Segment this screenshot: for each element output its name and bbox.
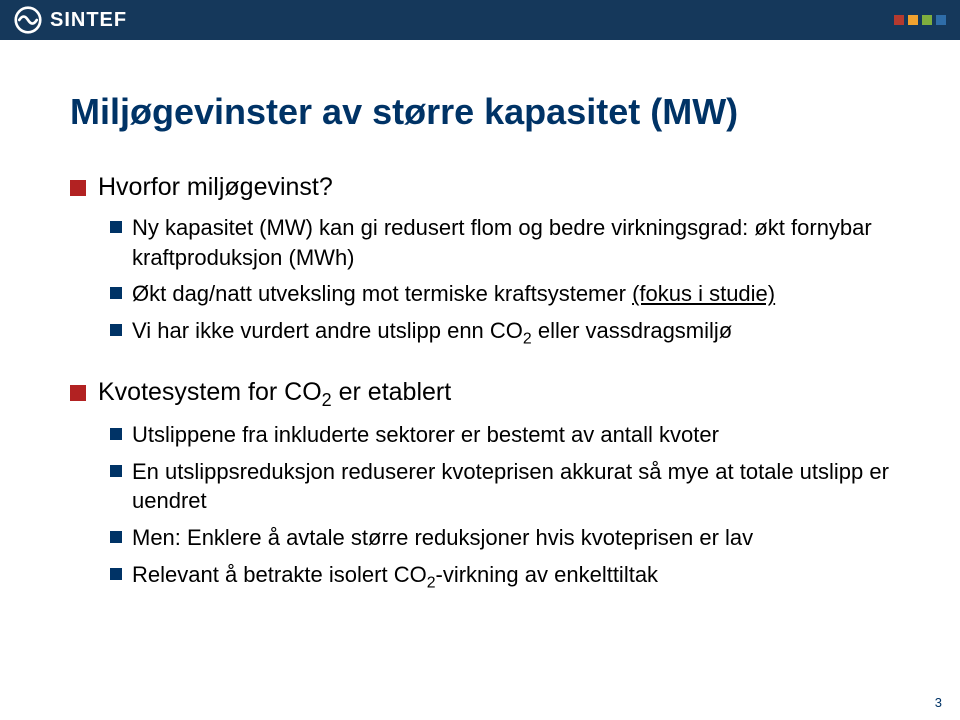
bullet-text: Utslippene fra inkluderte sektorer er be… [132, 420, 719, 450]
list-item: Vi har ikke vurdert andre utslipp enn CO… [110, 316, 900, 350]
bullet-text: Vi har ikke vurdert andre utslipp enn CO… [132, 316, 732, 350]
bullet-square-icon [110, 221, 122, 233]
list-item: Ny kapasitet (MW) kan gi redusert flom o… [110, 213, 900, 272]
list-item: Relevant å betrakte isolert CO2-virkning… [110, 560, 900, 594]
slide-content: Miljøgevinster av større kapasitet (MW) … [0, 40, 960, 621]
list-item: Hvorfor miljøgevinst? [70, 171, 900, 205]
slide-title: Miljøgevinster av større kapasitet (MW) [70, 90, 900, 133]
bullet-text: En utslippsreduksjon reduserer kvotepris… [132, 457, 900, 516]
sintef-mark-icon [14, 6, 42, 34]
color-dots [894, 15, 946, 25]
header-bar: SINTEF [0, 0, 960, 40]
bullet-square-icon [110, 465, 122, 477]
bullet-text: Ny kapasitet (MW) kan gi redusert flom o… [132, 213, 900, 272]
bullet-square-icon [110, 287, 122, 299]
list-item: Men: Enklere å avtale større reduksjoner… [110, 523, 900, 553]
list-item: Utslippene fra inkluderte sektorer er be… [110, 420, 900, 450]
bullet-square-icon [110, 568, 122, 580]
bullet-text: Økt dag/natt utveksling mot termiske kra… [132, 279, 775, 309]
bullet-square-icon [110, 324, 122, 336]
bullet-square-icon [110, 428, 122, 440]
logo: SINTEF [14, 6, 127, 34]
bullet-square-icon [70, 180, 86, 196]
bullet-text: Kvotesystem for CO2 er etablert [98, 376, 451, 412]
bullet-text: Relevant å betrakte isolert CO2-virkning… [132, 560, 658, 594]
dot-icon [922, 15, 932, 25]
sub-list: Utslippene fra inkluderte sektorer er be… [110, 420, 900, 594]
list-item: Kvotesystem for CO2 er etablert [70, 376, 900, 412]
list-item: En utslippsreduksjon reduserer kvotepris… [110, 457, 900, 516]
dot-icon [894, 15, 904, 25]
sub-list: Ny kapasitet (MW) kan gi redusert flom o… [110, 213, 900, 350]
list-item: Økt dag/natt utveksling mot termiske kra… [110, 279, 900, 309]
bullet-list: Hvorfor miljøgevinst? Ny kapasitet (MW) k… [70, 171, 900, 593]
dot-icon [908, 15, 918, 25]
bullet-text: Men: Enklere å avtale større reduksjoner… [132, 523, 753, 553]
bullet-square-icon [110, 531, 122, 543]
bullet-square-icon [70, 385, 86, 401]
logo-text: SINTEF [50, 9, 127, 32]
page-number: 3 [935, 695, 942, 710]
dot-icon [936, 15, 946, 25]
bullet-text: Hvorfor miljøgevinst? [98, 171, 333, 205]
